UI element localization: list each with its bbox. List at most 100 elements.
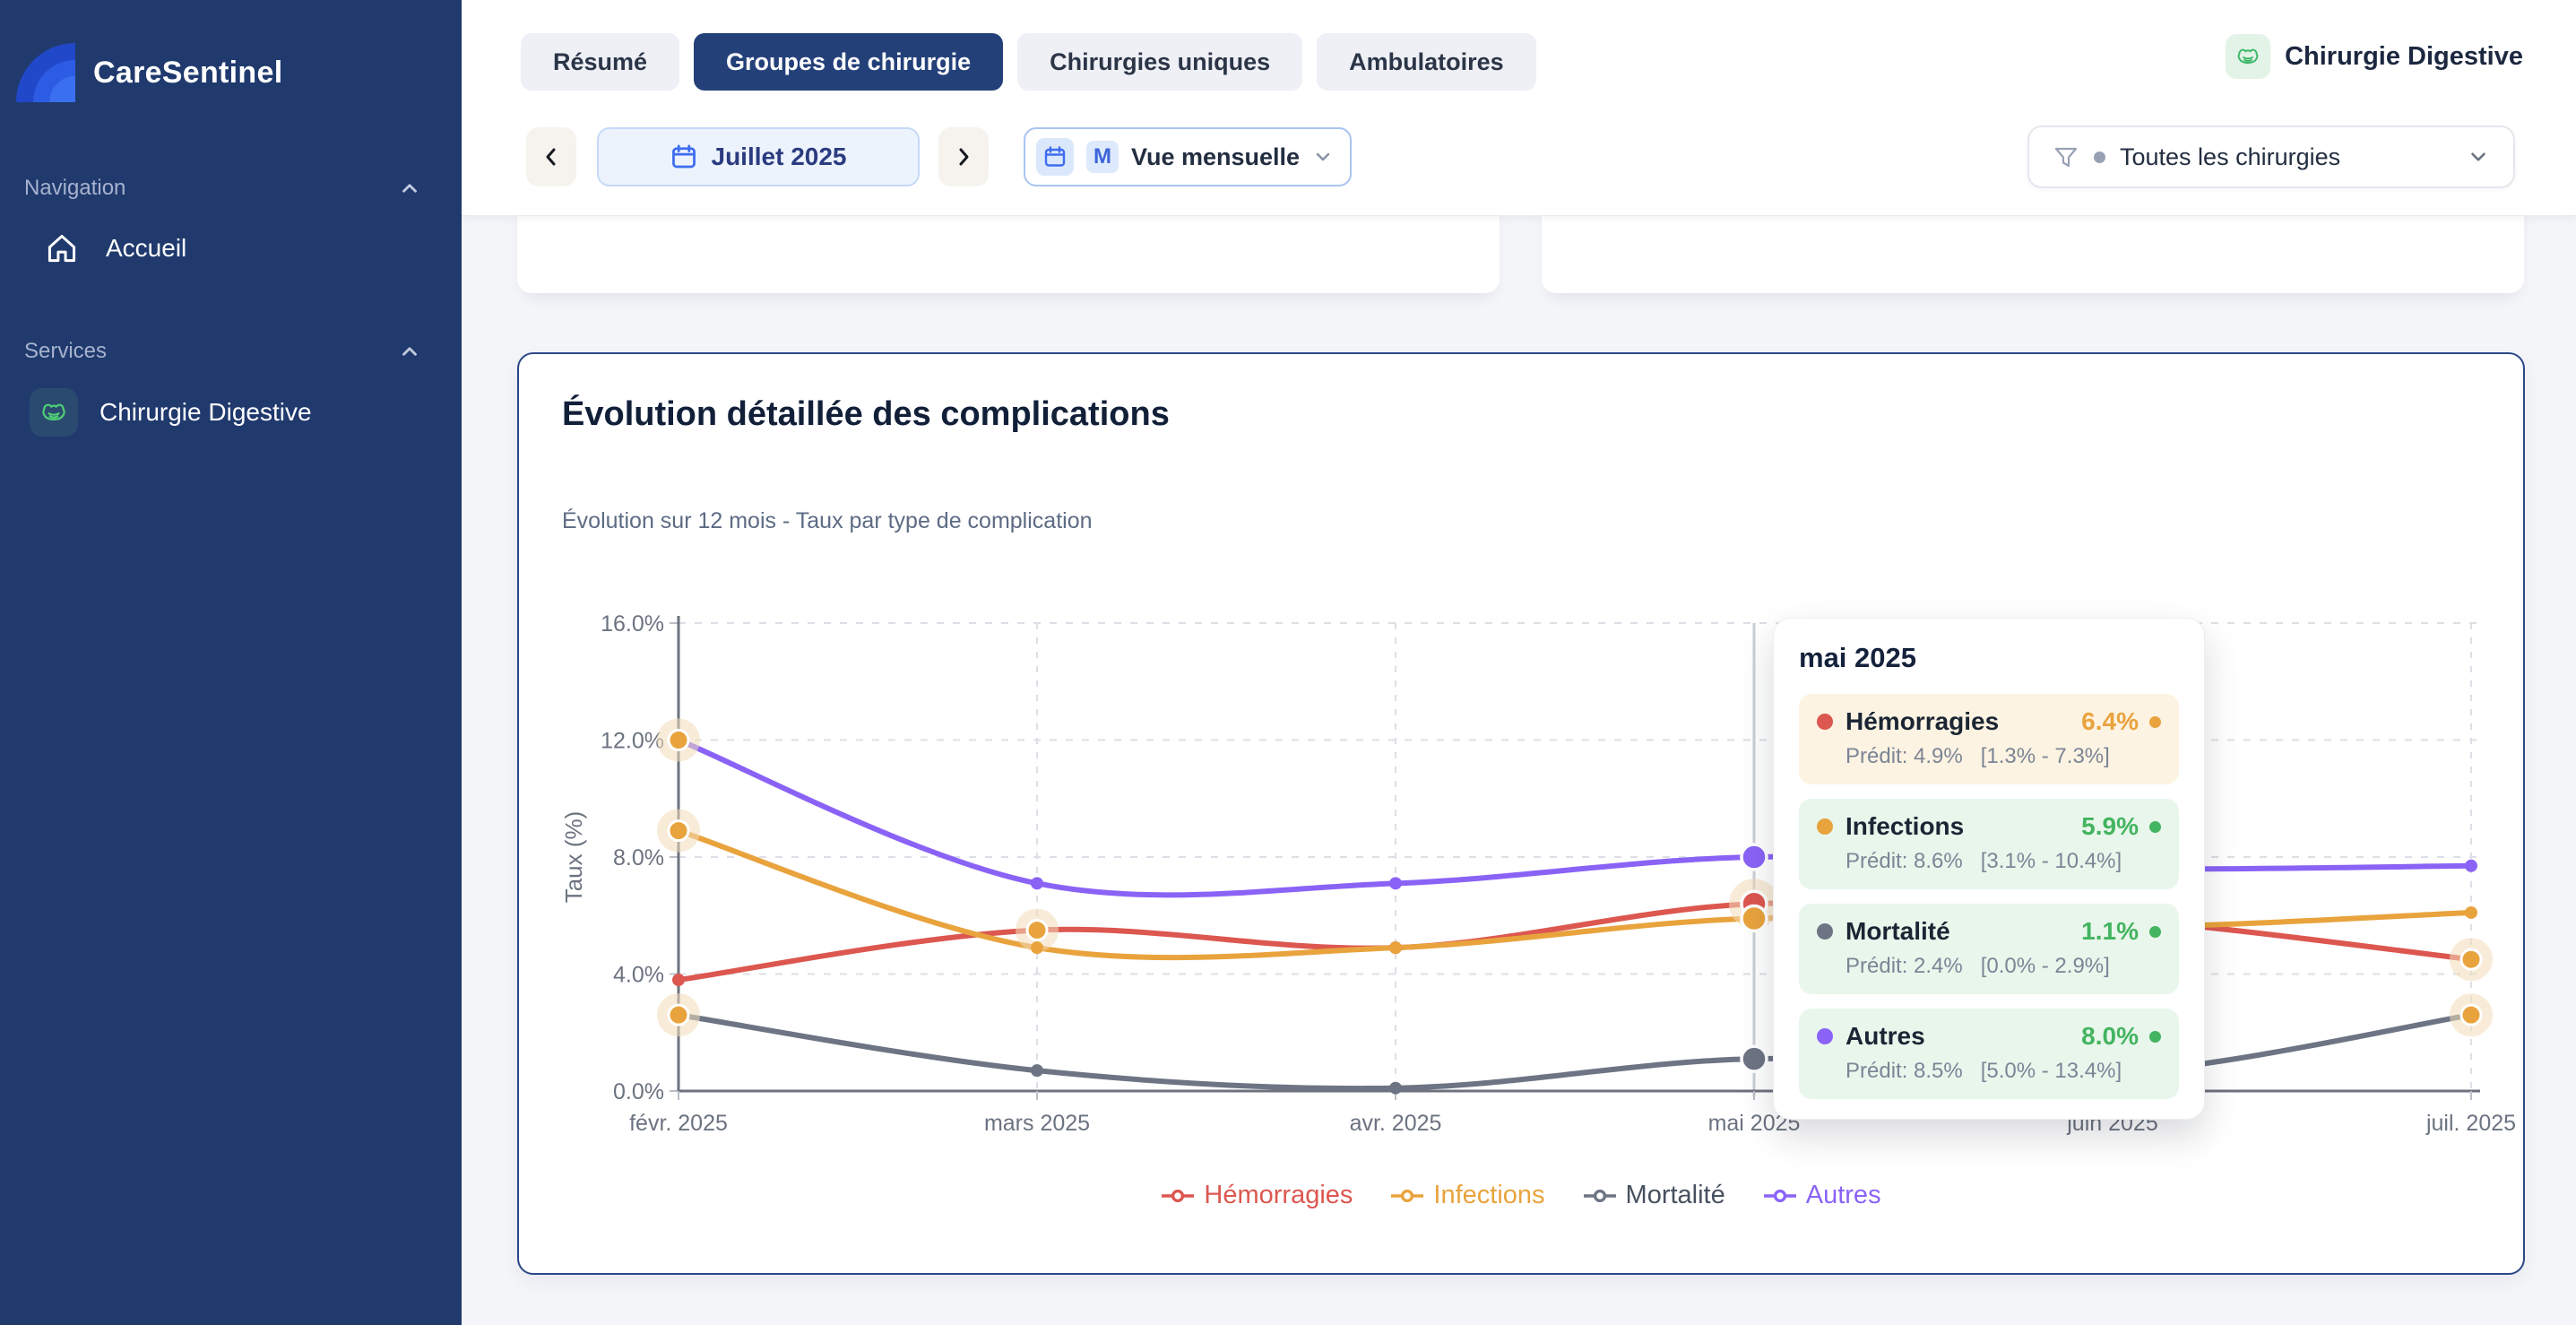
sidebar-item-accueil[interactable]: Accueil xyxy=(0,221,462,275)
series-name: Infections xyxy=(1846,812,1965,840)
chevron-right-icon xyxy=(952,145,975,169)
svg-text:juil. 2025: juil. 2025 xyxy=(2425,1111,2516,1136)
status-dot xyxy=(2149,820,2161,833)
tooltip-title: mai 2025 xyxy=(1799,642,1916,673)
chevron-down-icon xyxy=(1312,146,1334,168)
legend-item-infections[interactable]: Infections xyxy=(1390,1181,1545,1210)
tab-chirurgies-uniques[interactable]: Chirurgies uniques xyxy=(1017,33,1303,91)
predicted-value: Prédit: 8.6% xyxy=(1846,849,1963,873)
chart-tooltip: mai 2025 Hémorragies 6.4% Prédit: 4.9% [1… xyxy=(1773,618,2205,1120)
series-value: 1.1% xyxy=(2081,917,2139,945)
tab-label: Groupes de chirurgie xyxy=(726,48,972,75)
predicted-range: [1.3% - 7.3%] xyxy=(1980,744,2110,768)
view-mode-label: Vue mensuelle xyxy=(1131,143,1301,170)
chart-title: Évolution détaillée des complications xyxy=(562,395,1170,433)
calendar-icon xyxy=(670,143,697,170)
svg-text:mars 2025: mars 2025 xyxy=(984,1111,1090,1136)
predicted-range: [3.1% - 10.4%] xyxy=(1980,849,2122,873)
series-name: Hémorragies xyxy=(1846,707,2000,735)
nav-section-header: Navigation xyxy=(24,176,421,201)
tab-resume[interactable]: Résumé xyxy=(521,33,680,91)
svg-text:avr. 2025: avr. 2025 xyxy=(1350,1111,1442,1136)
predicted-value: Prédit: 8.5% xyxy=(1846,1059,1963,1083)
line-dot-marker-icon xyxy=(1390,1189,1424,1202)
status-dot xyxy=(2149,1030,2161,1043)
series-color-dot xyxy=(1817,1028,1833,1044)
tooltip-row-autres: Autres 8.0% Prédit: 8.5% [5.0% - 13.4%] xyxy=(1799,1009,2179,1099)
calendar-icon xyxy=(1036,138,1074,176)
series-name: Autres xyxy=(1846,1022,1925,1050)
period-button[interactable]: Juillet 2025 xyxy=(597,127,920,186)
tab-groupes-de-chirurgie[interactable]: Groupes de chirurgie xyxy=(694,33,1004,91)
predicted-value: Prédit: 4.9% xyxy=(1846,744,1963,768)
sidebar-item-chirurgie-digestive[interactable]: Chirurgie Digestive xyxy=(0,383,462,442)
top-header: Résumé Groupes de chirurgie Chirurgies u… xyxy=(462,0,2576,216)
chevron-up-icon[interactable] xyxy=(398,340,421,363)
legend-item-hemorragies[interactable]: Hémorragies xyxy=(1161,1181,1353,1210)
complications-chart-card: Évolution détaillée des complications Év… xyxy=(517,352,2525,1275)
section-label: Services xyxy=(24,339,108,363)
filter-status-dot xyxy=(2094,151,2105,163)
sidebar-item-label: Chirurgie Digestive xyxy=(99,398,312,426)
chevron-down-icon xyxy=(2467,145,2490,169)
svg-text:févr. 2025: févr. 2025 xyxy=(629,1111,728,1136)
chevron-up-icon[interactable] xyxy=(398,177,421,200)
legend-label: Hémorragies xyxy=(1204,1181,1353,1209)
period-label: Juillet 2025 xyxy=(711,143,847,170)
svg-text:Taux (%): Taux (%) xyxy=(560,811,587,904)
line-dot-marker-icon xyxy=(1161,1189,1195,1202)
svg-text:12.0%: 12.0% xyxy=(601,729,664,754)
tooltip-row-infections: Infections 5.9% Prédit: 8.6% [3.1% - 10.4… xyxy=(1799,799,2179,889)
svg-text:4.0%: 4.0% xyxy=(613,963,664,988)
next-month-button[interactable] xyxy=(938,127,989,186)
service-name: Chirurgie Digestive xyxy=(2285,41,2523,71)
series-value: 8.0% xyxy=(2081,1022,2139,1050)
sidebar-item-label: Accueil xyxy=(106,234,187,262)
series-value: 6.4% xyxy=(2081,707,2139,735)
view-mode-select[interactable]: M Vue mensuelle xyxy=(1024,127,1353,186)
legend-item-autres[interactable]: Autres xyxy=(1763,1181,1881,1210)
period-controls: Juillet 2025 M Vue mensuelle xyxy=(526,127,1353,186)
prev-month-button[interactable] xyxy=(526,127,576,186)
tab-bar: Résumé Groupes de chirurgie Chirurgies u… xyxy=(521,33,1536,91)
predicted-range: [0.0% - 2.9%] xyxy=(1980,954,2110,978)
legend-item-mortalite[interactable]: Mortalité xyxy=(1583,1181,1725,1210)
series-name: Mortalité xyxy=(1846,917,1950,945)
line-dot-marker-icon xyxy=(1763,1189,1797,1202)
brand: CareSentinel xyxy=(16,43,282,102)
tab-label: Chirurgies uniques xyxy=(1050,48,1271,75)
series-color-dot xyxy=(1817,923,1833,940)
legend-label: Infections xyxy=(1433,1181,1545,1209)
status-dot xyxy=(2149,925,2161,938)
series-color-dot xyxy=(1817,818,1833,835)
predicted-range: [5.0% - 13.4%] xyxy=(1980,1059,2122,1083)
stomach-icon xyxy=(2226,34,2271,79)
sidebar: CareSentinel Navigation Accueil Services… xyxy=(0,0,462,1325)
surgery-filter-select[interactable]: Toutes les chirurgies xyxy=(2027,126,2515,188)
stomach-icon xyxy=(30,388,78,437)
svg-text:16.0%: 16.0% xyxy=(601,611,664,637)
chart-legend: Hémorragies Infections Mortalité Autres xyxy=(519,1181,2523,1210)
chevron-left-icon xyxy=(540,145,563,169)
tab-ambulatoires[interactable]: Ambulatoires xyxy=(1317,33,1536,91)
status-dot xyxy=(2149,715,2161,728)
services-section-header: Services xyxy=(24,339,421,364)
brand-logo xyxy=(16,43,75,102)
home-icon xyxy=(45,231,79,265)
section-label: Navigation xyxy=(24,176,126,200)
line-dot-marker-icon xyxy=(1583,1189,1617,1202)
chart-subtitle: Évolution sur 12 mois - Taux par type de… xyxy=(562,508,1093,533)
tab-label: Résumé xyxy=(553,48,648,75)
filter-icon xyxy=(2053,143,2079,170)
filter-label: Toutes les chirurgies xyxy=(2120,143,2341,170)
tab-label: Ambulatoires xyxy=(1349,48,1504,75)
tooltip-row-mortalite: Mortalité 1.1% Prédit: 2.4% [0.0% - 2.9%] xyxy=(1799,904,2179,994)
predicted-value: Prédit: 2.4% xyxy=(1846,954,1963,978)
brand-name: CareSentinel xyxy=(93,55,283,90)
svg-text:0.0%: 0.0% xyxy=(613,1079,664,1104)
current-service-badge: Chirurgie Digestive xyxy=(2226,34,2523,79)
monthly-badge: M xyxy=(1086,141,1119,173)
complications-line-chart[interactable]: 0.0% 4.0% 8.0% 12.0% 16.0% févr. 2025 mars 202… xyxy=(519,354,2527,1277)
series-color-dot xyxy=(1817,714,1833,730)
